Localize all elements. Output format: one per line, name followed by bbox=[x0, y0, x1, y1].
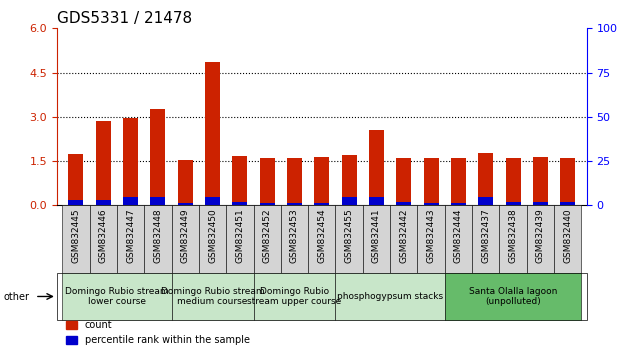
Bar bbox=[396, 158, 411, 205]
Text: GSM832439: GSM832439 bbox=[536, 209, 545, 263]
Text: GSM832446: GSM832446 bbox=[98, 209, 108, 263]
Bar bbox=[341, 155, 357, 205]
Text: GDS5331 / 21478: GDS5331 / 21478 bbox=[57, 11, 192, 26]
Bar bbox=[445, 205, 472, 273]
Text: GSM832454: GSM832454 bbox=[317, 209, 326, 263]
Bar bbox=[62, 273, 172, 320]
Bar bbox=[472, 205, 499, 273]
Text: GSM832443: GSM832443 bbox=[427, 209, 435, 263]
Text: GSM832450: GSM832450 bbox=[208, 209, 217, 263]
Bar bbox=[418, 205, 445, 273]
Bar bbox=[150, 198, 165, 205]
Bar bbox=[254, 205, 281, 273]
Bar bbox=[150, 109, 165, 205]
Bar bbox=[254, 273, 336, 320]
Bar bbox=[533, 202, 548, 205]
Text: GSM832453: GSM832453 bbox=[290, 209, 299, 263]
Bar bbox=[123, 197, 138, 205]
Bar bbox=[287, 203, 302, 205]
Bar bbox=[232, 156, 247, 205]
Bar bbox=[68, 200, 83, 205]
Text: Domingo Rubio
stream upper course: Domingo Rubio stream upper course bbox=[247, 287, 341, 306]
Text: GSM832451: GSM832451 bbox=[235, 209, 244, 263]
Bar bbox=[314, 203, 329, 205]
Text: GSM832438: GSM832438 bbox=[509, 209, 517, 263]
Bar bbox=[287, 158, 302, 205]
Bar bbox=[62, 205, 90, 273]
Text: GSM832448: GSM832448 bbox=[153, 209, 162, 263]
Bar bbox=[560, 202, 575, 205]
Bar bbox=[451, 158, 466, 205]
Bar bbox=[90, 205, 117, 273]
Bar bbox=[308, 205, 336, 273]
Bar bbox=[259, 203, 274, 205]
Text: Domingo Rubio stream
lower course: Domingo Rubio stream lower course bbox=[65, 287, 168, 306]
Bar bbox=[423, 203, 439, 205]
Text: GSM832452: GSM832452 bbox=[262, 209, 272, 263]
Text: GSM832441: GSM832441 bbox=[372, 209, 381, 263]
Bar bbox=[390, 205, 418, 273]
Text: GSM832440: GSM832440 bbox=[563, 209, 572, 263]
Text: GSM832437: GSM832437 bbox=[481, 209, 490, 263]
Bar bbox=[505, 158, 521, 205]
Bar bbox=[205, 198, 220, 205]
Bar bbox=[499, 205, 527, 273]
Bar bbox=[369, 130, 384, 205]
Text: GSM832445: GSM832445 bbox=[71, 209, 80, 263]
Bar bbox=[232, 202, 247, 205]
Bar bbox=[478, 198, 493, 205]
Text: Santa Olalla lagoon
(unpolluted): Santa Olalla lagoon (unpolluted) bbox=[469, 287, 557, 306]
Bar bbox=[96, 200, 111, 205]
Text: GSM832442: GSM832442 bbox=[399, 209, 408, 263]
Text: GSM832455: GSM832455 bbox=[345, 209, 353, 263]
Bar bbox=[172, 273, 254, 320]
Bar bbox=[117, 205, 144, 273]
Bar bbox=[199, 205, 226, 273]
Bar bbox=[205, 62, 220, 205]
Bar bbox=[423, 158, 439, 205]
Bar bbox=[172, 205, 199, 273]
Text: Domingo Rubio stream
medium course: Domingo Rubio stream medium course bbox=[161, 287, 264, 306]
Bar bbox=[554, 205, 581, 273]
Bar bbox=[96, 121, 111, 205]
Text: other: other bbox=[3, 292, 29, 302]
Bar bbox=[527, 205, 554, 273]
Bar bbox=[478, 153, 493, 205]
Bar bbox=[281, 205, 308, 273]
Bar bbox=[144, 205, 172, 273]
Bar bbox=[226, 205, 254, 273]
Bar bbox=[451, 203, 466, 205]
Bar bbox=[560, 158, 575, 205]
Legend: count, percentile rank within the sample: count, percentile rank within the sample bbox=[62, 316, 254, 349]
Bar bbox=[314, 156, 329, 205]
Bar bbox=[259, 158, 274, 205]
Text: GSM832449: GSM832449 bbox=[180, 209, 190, 263]
Bar bbox=[178, 203, 192, 205]
Text: GSM832447: GSM832447 bbox=[126, 209, 135, 263]
Bar bbox=[445, 273, 581, 320]
Bar bbox=[396, 202, 411, 205]
Bar bbox=[369, 198, 384, 205]
Bar bbox=[341, 197, 357, 205]
Bar bbox=[363, 205, 390, 273]
Bar bbox=[123, 118, 138, 205]
Bar bbox=[68, 154, 83, 205]
Text: GSM832444: GSM832444 bbox=[454, 209, 463, 263]
Bar bbox=[336, 205, 363, 273]
Bar bbox=[505, 202, 521, 205]
Bar bbox=[336, 273, 445, 320]
Text: phosphogypsum stacks: phosphogypsum stacks bbox=[337, 292, 443, 301]
Bar bbox=[533, 156, 548, 205]
Bar bbox=[178, 160, 192, 205]
